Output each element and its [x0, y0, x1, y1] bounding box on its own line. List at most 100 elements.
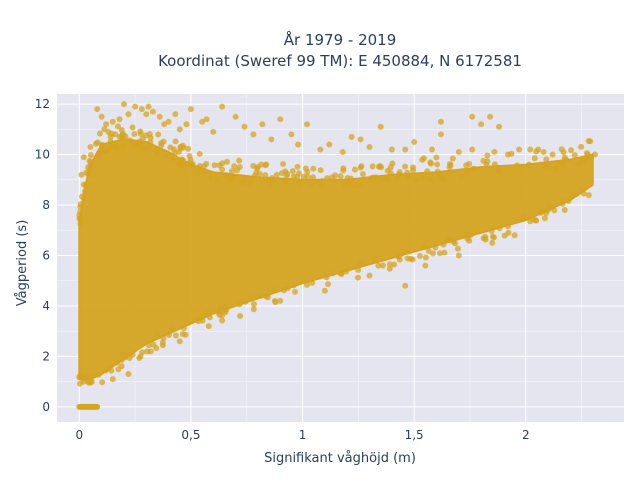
scatter-point — [543, 156, 550, 163]
scatter-point — [271, 297, 278, 304]
scatter-point — [332, 178, 339, 185]
scatter-point — [402, 163, 409, 170]
y-tick-label: 4 — [42, 299, 50, 313]
scatter-point — [258, 161, 265, 168]
scatter-point — [232, 113, 239, 120]
scatter-point — [469, 113, 476, 120]
scatter-point — [98, 113, 105, 120]
scatter-point — [422, 262, 429, 269]
x-axis-title: Signifikant våghöjd (m) — [264, 451, 416, 466]
scatter-point — [219, 160, 226, 167]
scatter-point — [576, 161, 583, 168]
scatter-point — [115, 145, 122, 152]
scatter-point — [516, 146, 523, 153]
y-tick-label: 8 — [42, 198, 50, 212]
scatter-point — [373, 174, 380, 181]
scatter-point — [125, 371, 132, 378]
scatter-point — [246, 181, 253, 188]
scatter-point — [351, 166, 358, 173]
scatter-point — [180, 157, 187, 164]
scatter-point — [94, 106, 101, 113]
scatter-point — [201, 163, 208, 170]
scatter-point — [146, 131, 153, 138]
scatter-point — [80, 378, 87, 385]
scatter-point — [176, 126, 183, 133]
chart-title-line-2: Koordinat (Sweref 99 TM): E 450884, N 61… — [158, 52, 522, 70]
scatter-point — [223, 172, 230, 179]
scatter-point — [344, 174, 351, 181]
scatter-point — [273, 171, 280, 178]
scatter-point — [89, 372, 96, 379]
scatter-point — [210, 307, 217, 314]
scatter-point — [378, 164, 385, 171]
scatter-point — [114, 123, 121, 130]
scatter-point — [172, 138, 179, 145]
scatter-point — [531, 155, 538, 162]
scatter-point — [116, 116, 123, 123]
scatter-point — [326, 141, 333, 148]
scatter-point — [480, 157, 487, 164]
scatter-point — [228, 168, 235, 175]
scatter-point — [195, 318, 202, 325]
scatter-point — [463, 232, 470, 239]
scatter-point — [127, 137, 134, 144]
scatter-point — [343, 268, 350, 275]
scatter-point — [96, 130, 103, 137]
scatter-point — [193, 170, 200, 177]
scatter-point — [371, 256, 378, 263]
scatter-point — [170, 146, 177, 153]
scatter-point — [310, 165, 317, 172]
scatter-point — [250, 301, 257, 308]
scatter-point — [304, 121, 311, 128]
scatter-point — [560, 149, 567, 156]
scatter-point — [368, 179, 375, 186]
scatter-point — [309, 279, 316, 286]
scatter-point — [115, 366, 122, 373]
scatter-point — [132, 103, 139, 110]
scatter-point — [120, 142, 127, 149]
y-tick-label: 2 — [42, 349, 50, 363]
scatter-point — [291, 288, 298, 295]
scatter-point — [429, 146, 436, 153]
scatter-point — [386, 261, 393, 268]
scatter-point — [179, 331, 186, 338]
scatter-point — [290, 173, 297, 180]
scatter-point — [242, 175, 249, 182]
scatter-point — [357, 136, 364, 143]
scatter-point — [426, 176, 433, 183]
scatter-point — [302, 165, 309, 172]
scatter-point — [281, 287, 288, 294]
scatter-point — [203, 116, 210, 123]
scatter-point — [297, 179, 304, 186]
scatter-point — [527, 218, 534, 225]
scatter-point — [169, 155, 176, 162]
scatter-point — [552, 165, 559, 172]
scatter-point — [568, 147, 575, 154]
scatter-point — [535, 146, 542, 153]
scatter-point — [183, 121, 190, 128]
scatter-point — [155, 131, 162, 138]
scatter-point — [78, 193, 85, 200]
scatter-point — [404, 174, 411, 181]
scatter-point — [329, 270, 336, 277]
scatter-point — [216, 311, 223, 318]
y-axis-ticks: 0 2 4 6 8 10 12 — [35, 97, 50, 414]
scatter-point — [199, 313, 206, 320]
scatter-point — [156, 113, 163, 120]
scatter-point — [323, 274, 330, 281]
scatter-point — [250, 306, 257, 313]
scatter-point — [77, 204, 84, 211]
scatter-point — [411, 138, 418, 145]
scatter-point — [309, 174, 316, 181]
scatter-point — [187, 156, 194, 163]
scatter-point — [242, 298, 249, 305]
scatter-point — [172, 332, 179, 339]
scatter-point — [217, 305, 224, 312]
scatter-point — [514, 162, 521, 169]
scatter-point — [454, 245, 461, 252]
scatter-point — [169, 326, 176, 333]
scatter-point — [357, 260, 364, 267]
scatter-point — [145, 103, 152, 110]
scatter-point — [482, 236, 489, 243]
scatter-point — [107, 143, 114, 150]
